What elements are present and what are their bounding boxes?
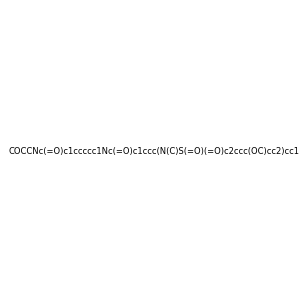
Text: COCCNc(=O)c1ccccc1Nc(=O)c1ccc(N(C)S(=O)(=O)c2ccc(OC)cc2)cc1: COCCNc(=O)c1ccccc1Nc(=O)c1ccc(N(C)S(=O)(… [8, 147, 299, 156]
